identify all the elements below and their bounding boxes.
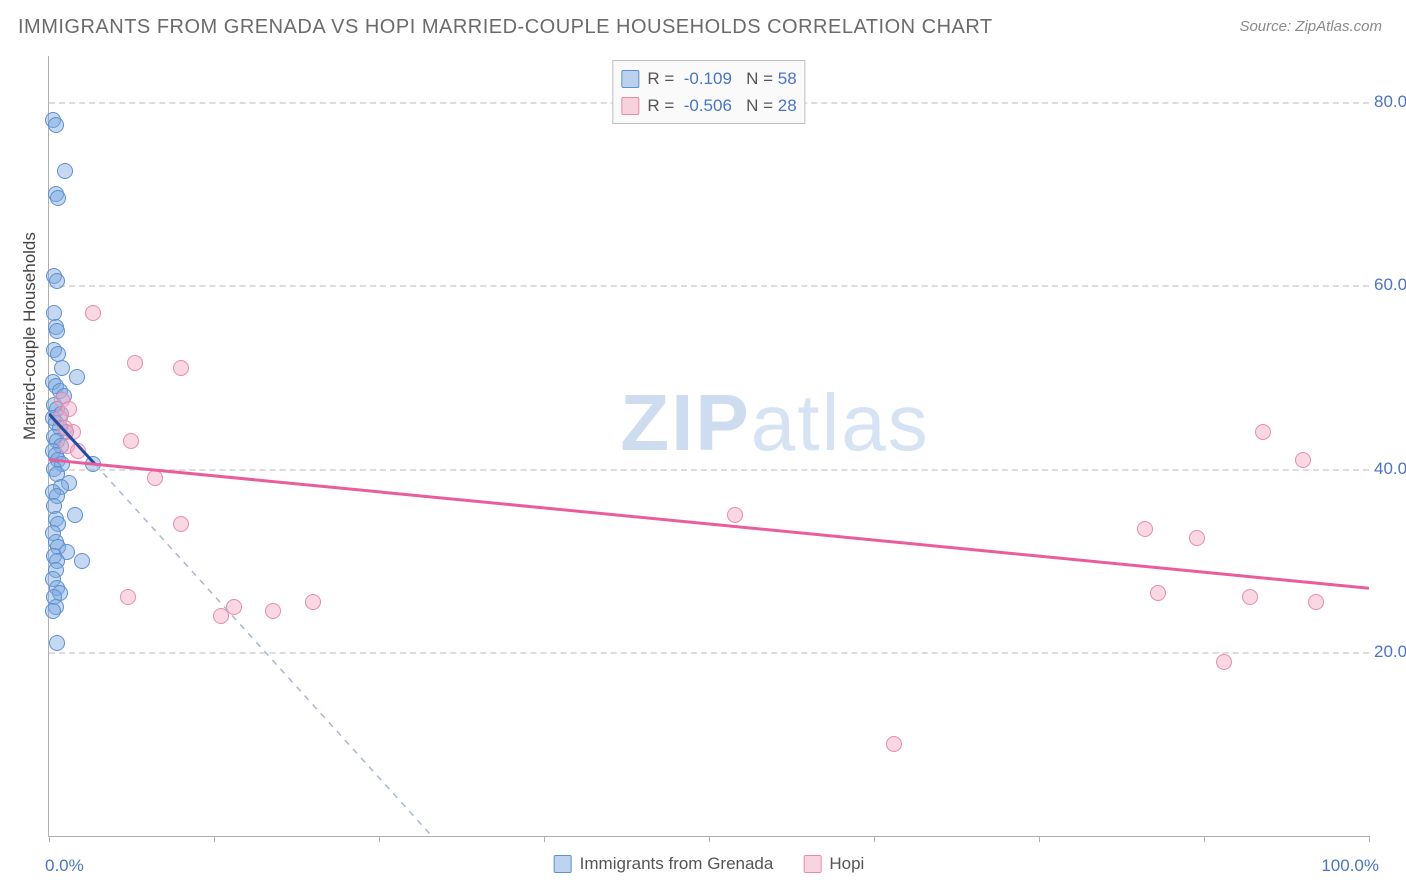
data-point xyxy=(127,355,143,371)
swatch-pink-icon xyxy=(621,97,639,115)
data-point xyxy=(147,470,163,486)
data-point xyxy=(727,507,743,523)
legend-label: Hopi xyxy=(829,854,864,874)
data-point xyxy=(1137,521,1153,537)
data-point xyxy=(1189,530,1205,546)
data-point xyxy=(54,360,70,376)
swatch-blue-icon xyxy=(621,70,639,88)
x-tick xyxy=(379,836,380,842)
watermark: ZIPatlas xyxy=(620,377,929,469)
data-point xyxy=(305,594,321,610)
x-tick-label-left: 0.0% xyxy=(45,856,84,876)
y-tick-label: 20.0% xyxy=(1374,642,1406,662)
data-point xyxy=(48,117,64,133)
data-point xyxy=(49,323,65,339)
legend-label: Immigrants from Grenada xyxy=(580,854,774,874)
data-point xyxy=(265,603,281,619)
data-point xyxy=(1150,585,1166,601)
correlation-legend: R = -0.109 N = 58 R = -0.506 N = 28 xyxy=(612,60,805,124)
data-point xyxy=(123,433,139,449)
gridline xyxy=(49,652,1369,654)
legend-item-pink: Hopi xyxy=(803,854,864,874)
data-point xyxy=(226,599,242,615)
swatch-blue-icon xyxy=(554,855,572,873)
data-point xyxy=(49,273,65,289)
data-point xyxy=(57,163,73,179)
x-tick xyxy=(214,836,215,842)
data-point xyxy=(120,589,136,605)
y-tick-label: 80.0% xyxy=(1374,92,1406,112)
y-axis-label: Married-couple Households xyxy=(20,232,40,440)
legend-row-pink: R = -0.506 N = 28 xyxy=(621,92,796,119)
data-point xyxy=(886,736,902,752)
data-point xyxy=(85,456,101,472)
source-label: Source: ZipAtlas.com xyxy=(1239,18,1382,35)
data-point xyxy=(67,507,83,523)
data-point xyxy=(1295,452,1311,468)
plot-area: ZIPatlas 20.0%40.0%60.0%80.0% 0.0% 100.0… xyxy=(48,56,1369,837)
data-point xyxy=(173,360,189,376)
legend-item-blue: Immigrants from Grenada xyxy=(554,854,774,874)
x-tick xyxy=(1369,836,1370,842)
data-point xyxy=(1216,654,1232,670)
x-tick xyxy=(1204,836,1205,842)
x-tick-label-right: 100.0% xyxy=(1321,856,1379,876)
chart-title: IMMIGRANTS FROM GRENADA VS HOPI MARRIED-… xyxy=(18,16,993,39)
data-point xyxy=(1255,424,1271,440)
data-point xyxy=(173,516,189,532)
x-tick xyxy=(709,836,710,842)
gridline xyxy=(49,469,1369,471)
data-point xyxy=(1308,594,1324,610)
legend-row-blue: R = -0.109 N = 58 xyxy=(621,65,796,92)
series-legend: Immigrants from Grenada Hopi xyxy=(554,854,865,874)
y-tick-label: 60.0% xyxy=(1374,275,1406,295)
gridline xyxy=(49,285,1369,287)
data-point xyxy=(45,603,61,619)
data-point xyxy=(74,553,90,569)
x-tick xyxy=(1039,836,1040,842)
x-tick xyxy=(874,836,875,842)
data-point xyxy=(70,443,86,459)
data-point xyxy=(69,369,85,385)
x-tick xyxy=(49,836,50,842)
data-point xyxy=(1242,589,1258,605)
data-point xyxy=(85,305,101,321)
swatch-pink-icon xyxy=(803,855,821,873)
data-point xyxy=(50,190,66,206)
x-tick xyxy=(544,836,545,842)
data-point xyxy=(213,608,229,624)
y-tick-label: 40.0% xyxy=(1374,459,1406,479)
data-point xyxy=(49,635,65,651)
